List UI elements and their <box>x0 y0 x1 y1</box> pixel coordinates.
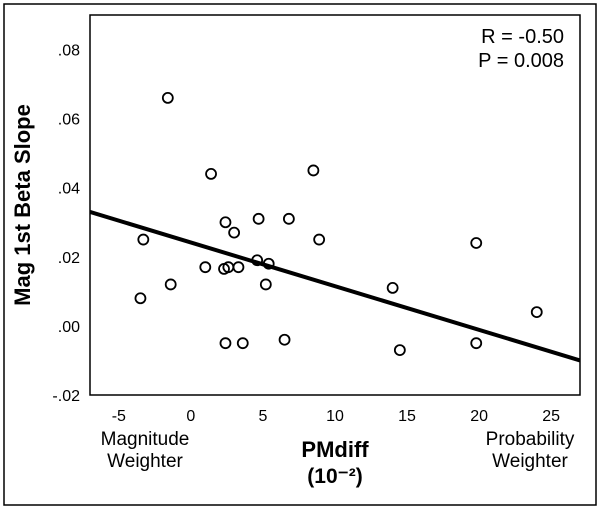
y-tick-label: .04 <box>58 181 80 198</box>
x-axis-label: PMdiff <box>301 437 369 462</box>
scatter-point <box>284 214 294 224</box>
x-tick-label: 5 <box>258 408 267 425</box>
x-axis-sublabel: (10⁻²) <box>307 465 362 488</box>
scatter-point <box>220 338 230 348</box>
scatter-point <box>280 335 290 345</box>
scatter-point <box>238 338 248 348</box>
x-tick-label: -5 <box>112 408 126 425</box>
scatter-point <box>206 169 216 179</box>
stat-p: P = 0.008 <box>478 50 564 72</box>
x-tick-label: 25 <box>542 408 560 425</box>
x-tick-label: 0 <box>186 408 195 425</box>
stat-r: R = -0.50 <box>481 26 564 48</box>
x-tick-label: 15 <box>398 408 416 425</box>
scatter-point <box>532 307 542 317</box>
scatter-point <box>261 279 271 289</box>
scatter-point <box>233 262 243 272</box>
scatter-point <box>254 214 264 224</box>
scatter-point <box>229 228 239 238</box>
scatter-point <box>388 283 398 293</box>
x-tick-label: 10 <box>326 408 344 425</box>
scatter-point <box>314 235 324 245</box>
scatter-point <box>138 235 148 245</box>
y-tick-label: .00 <box>58 319 80 336</box>
scatter-point <box>471 338 481 348</box>
scatter-chart: -5 0 5 10 15 20 25 -.02 .00 .02 .04 .06 .08 Mag 1st B… <box>0 0 600 509</box>
y-tick-label: -.02 <box>52 388 80 405</box>
scatter-point <box>395 345 405 355</box>
x-tick-label: 20 <box>470 408 488 425</box>
scatter-point <box>135 293 145 303</box>
regression-line <box>90 212 580 361</box>
scatter-point <box>200 262 210 272</box>
x-left-tag2: Weighter <box>107 451 183 472</box>
scatter-point <box>471 238 481 248</box>
y-tick-label: .08 <box>58 43 80 60</box>
x-left-tag: Magnitude <box>101 429 190 450</box>
y-tick-label: .06 <box>58 112 80 129</box>
y-axis-label: Mag 1st Beta Slope <box>10 104 35 306</box>
x-right-tag2: Weighter <box>492 451 568 472</box>
scatter-point <box>308 165 318 175</box>
x-right-tag: Probability <box>486 429 575 450</box>
scatter-point <box>166 279 176 289</box>
y-tick-label: .02 <box>58 250 80 267</box>
scatter-point <box>220 217 230 227</box>
scatter-point <box>163 93 173 103</box>
